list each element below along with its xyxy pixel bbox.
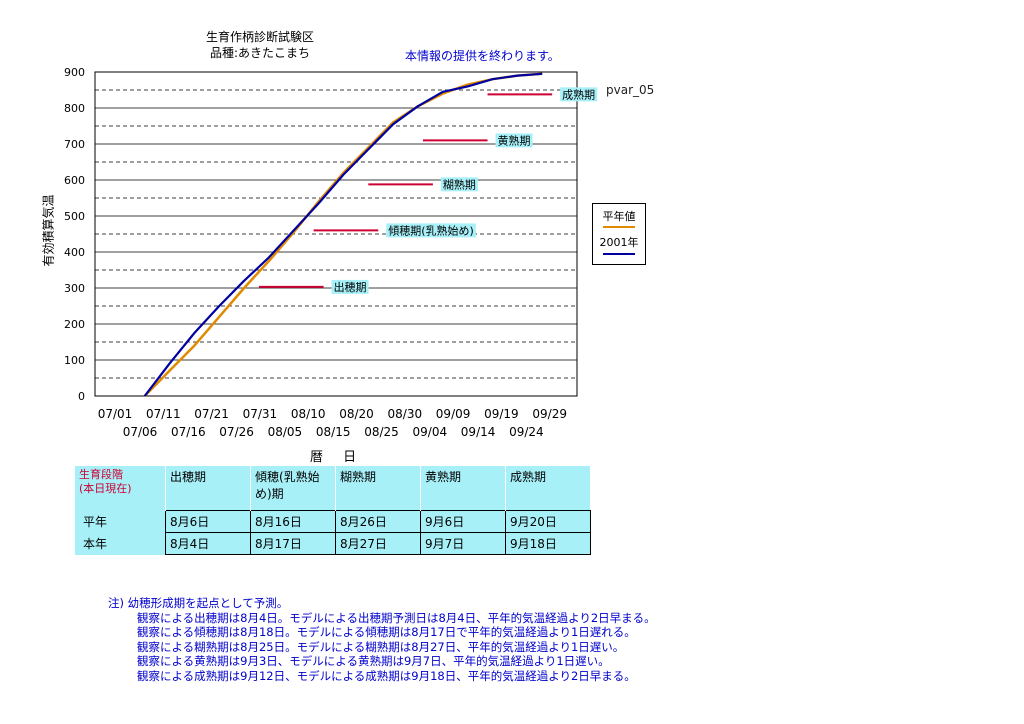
y-tick-label: 400: [64, 246, 85, 259]
milky-col-heading: 糊熟期: [335, 466, 421, 511]
x-tick-label: 07/06: [123, 425, 158, 439]
table-cell: 8月16日: [250, 510, 336, 533]
x-tick-label: 08/05: [268, 425, 303, 439]
y-tick-label: 700: [64, 138, 85, 151]
y-tick-label: 300: [64, 282, 85, 295]
x-tick-label: 08/30: [388, 407, 423, 421]
table-row: 平年 8月6日 8月16日 8月26日 9月6日 9月20日: [75, 510, 591, 533]
y-tick-label: 500: [64, 210, 85, 223]
end-of-service-notice: 本情報の提供を終わります。: [405, 49, 560, 63]
table-cell: 8月6日: [165, 510, 251, 533]
legend-swatch-normal: [603, 226, 635, 228]
plot-area-frame: [94, 71, 578, 397]
stage-marker-label: 黄熟期: [498, 133, 531, 147]
table-cell: 8月17日: [250, 532, 336, 555]
y-tick-label: 900: [64, 66, 85, 79]
stage-marker-label: 糊熟期: [443, 177, 476, 191]
growth-stage-table: 生育段階 (本日現在) 出穂期 傾穂(乳熟始め)期 糊熟期 黄熟期 成熟期 平年…: [75, 466, 591, 555]
y-tick-label: 800: [64, 102, 85, 115]
table-cell: 8月26日: [335, 510, 421, 533]
series-line-2001: [143, 72, 543, 397]
stage-marker-label-bg: [560, 87, 598, 102]
x-tick-label: 09/24: [509, 425, 544, 439]
stage-marker-label-bg: [495, 133, 533, 148]
stage-marker-label-bg: [386, 223, 476, 238]
stage-marker-label: 傾穂期(乳熟始め): [388, 223, 474, 237]
row-label-normal: 平年: [75, 510, 166, 533]
stage-marker-label: 成熟期: [562, 87, 595, 101]
x-axis-label: 暦 日: [310, 450, 365, 465]
series-line-normal-year: [143, 72, 543, 397]
chart-title: 生育作柄診断試験区: [205, 30, 314, 44]
legend-label-2001: 2001年: [599, 236, 639, 249]
table-cell: 8月4日: [165, 532, 251, 555]
y-tick-label: 100: [64, 354, 85, 367]
y-tick-label: 0: [78, 390, 85, 403]
yellow-ripe-col-heading: 黄熟期: [420, 466, 506, 511]
x-tick-label: 09/04: [413, 425, 448, 439]
stage-col-heading: 出穂期: [165, 466, 251, 511]
x-tick-label: 09/19: [484, 407, 519, 421]
mature-col-heading: 成熟期: [505, 466, 590, 511]
stage-marker-label-bg: [440, 177, 478, 192]
x-tick-label: 07/01: [98, 407, 133, 421]
x-tick-label: 08/25: [364, 425, 399, 439]
page-id-label: pvar_05: [606, 83, 655, 97]
x-tick-label: 09/29: [532, 407, 567, 421]
stage-marker-label-bg: [331, 279, 369, 294]
table-cell: 9月7日: [420, 532, 506, 555]
x-tick-label: 07/21: [194, 407, 229, 421]
accumulated-temperature-chart: 0 100 200 300 400 500 600 700 800 900 07/01 07/11 07…: [64, 66, 598, 439]
x-tick-label: 07/26: [219, 425, 254, 439]
row-label-this-year: 本年: [75, 532, 166, 555]
x-tick-label: 07/31: [243, 407, 278, 421]
x-tick-label: 08/10: [291, 407, 326, 421]
note-line: 観察による黄熟期は9月3日、モデルによる黄熟期は9月7日、平年的気温経過より1日…: [137, 654, 610, 668]
stage-header-label: 生育段階 (本日現在): [75, 466, 166, 511]
variety-label: 品種:あきたこまち: [209, 46, 311, 60]
legend-label-normal: 平年値: [602, 210, 636, 223]
table-cell: 9月18日: [505, 532, 591, 555]
note-line: 観察による糊熟期は8月25日。モデルによる糊熟期は8月27日、平年的気温経過より…: [137, 639, 625, 654]
stage-marker-label: 出穂期: [334, 280, 367, 294]
booting-col-heading: 傾穂(乳熟始め)期: [250, 466, 336, 511]
notes-block: 注) 幼穂形成期を起点として予測。 観察による出穂期は8月4日。モデルによる出穂…: [108, 596, 656, 683]
note-line: 注) 幼穂形成期を起点として予測。: [108, 596, 289, 610]
table-row: 本年 8月4日 8月17日 8月27日 9月7日 9月18日: [75, 532, 591, 555]
x-tick-label: 07/11: [146, 407, 181, 421]
legend-swatch-2001: [603, 253, 635, 255]
x-tick-label: 08/15: [316, 425, 351, 439]
x-tick-label: 09/14: [461, 425, 496, 439]
x-tick-label: 08/20: [339, 407, 374, 421]
note-line: 観察による出穂期は8月4日。モデルによる出穂期予測日は8月4日、平年的気温経過よ…: [137, 610, 656, 625]
table-cell: 8月27日: [335, 532, 421, 555]
table-cell: 9月6日: [420, 510, 506, 533]
y-tick-label: 200: [64, 318, 85, 331]
note-line: 観察による傾穂期は8月18日。モデルによる傾穂期は8月17日で平年的気温経過より…: [137, 625, 636, 639]
y-tick-label: 600: [64, 174, 85, 187]
x-tick-label: 07/16: [171, 425, 206, 439]
table-cell: 9月20日: [505, 510, 591, 533]
x-tick-label: 09/09: [436, 407, 471, 421]
chart-legend: 平年値 2001年: [592, 203, 646, 265]
note-line: 観察による成熟期は9月12日、モデルによる成熟期は9月18日、平年的気温経過より…: [137, 668, 636, 683]
